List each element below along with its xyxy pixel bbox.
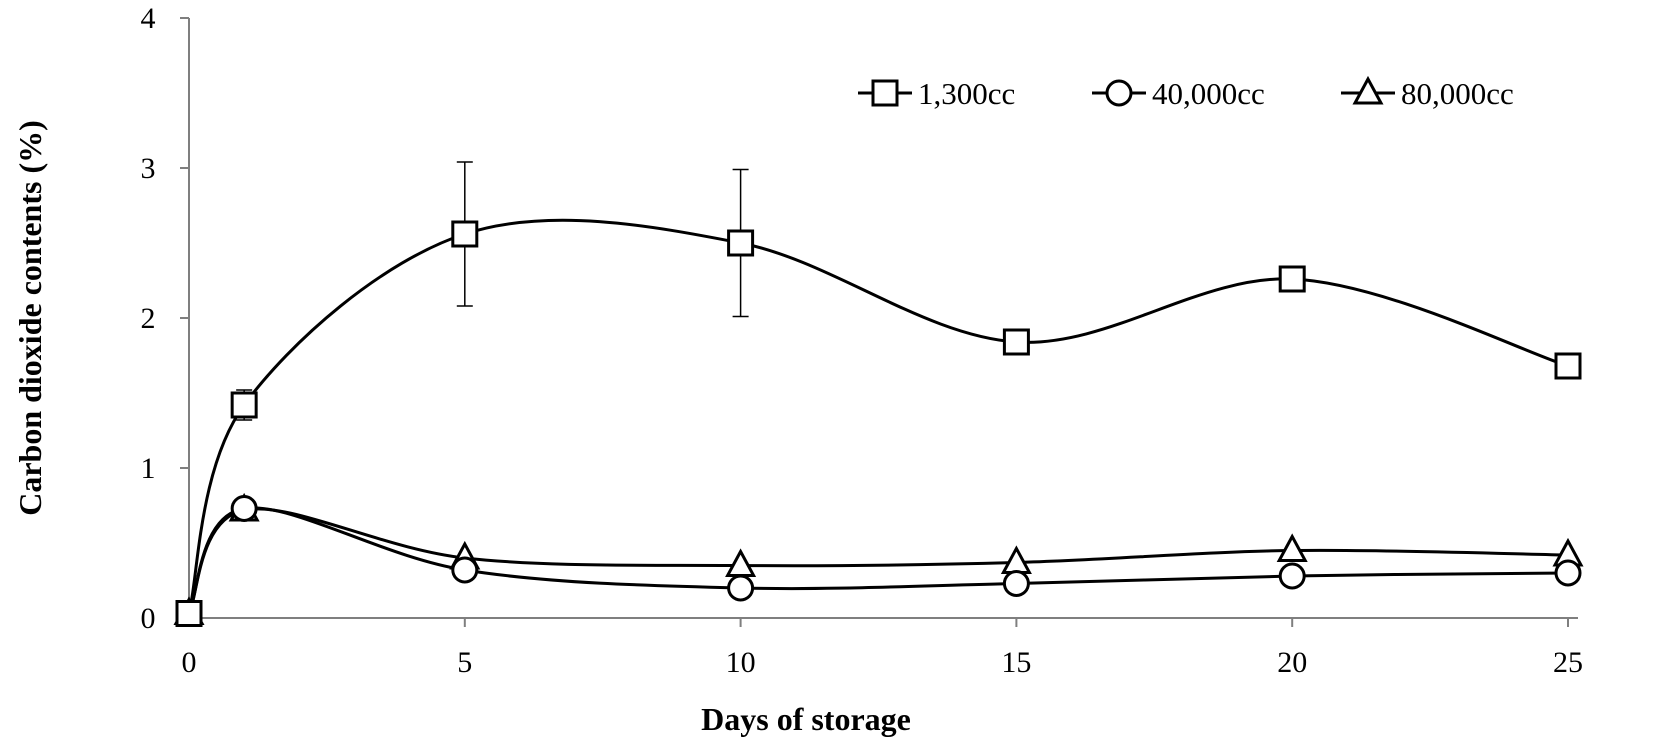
data-point-circle (1278, 562, 1306, 590)
y-tick-label: 3 (141, 152, 156, 185)
series-square (175, 161, 1582, 627)
series-triangle (173, 492, 1584, 625)
legend-label: 40,000cc (1152, 76, 1265, 111)
legend-marker-square (871, 79, 899, 107)
legend-item: 40,000cc (1092, 76, 1265, 111)
legend-item: 80,000cc (1341, 75, 1514, 111)
y-tick-labels: 0 1 2 3 4 (141, 2, 189, 635)
data-point-square (1002, 328, 1030, 356)
y-tick-label: 1 (141, 452, 156, 485)
data-point-square (451, 220, 479, 248)
y-tick-label: 4 (141, 2, 156, 35)
x-tick-label: 5 (457, 646, 472, 679)
data-point-square (727, 229, 755, 257)
legend-label: 80,000cc (1401, 76, 1514, 111)
series-circle (175, 495, 1582, 627)
data-point-triangle (1000, 545, 1032, 574)
x-tick-label: 0 (182, 646, 197, 679)
x-tick-label: 25 (1553, 646, 1583, 679)
series-line (187, 506, 1569, 615)
y-tick-label: 0 (141, 602, 156, 635)
data-point-triangle (725, 548, 757, 577)
legend-label: 1,300cc (918, 76, 1015, 111)
data-point-circle (451, 556, 479, 584)
data-point-circle (1002, 570, 1030, 597)
x-tick-label: 15 (1001, 646, 1031, 679)
data-point-circle (1554, 559, 1582, 587)
x-tick-label: 10 (726, 646, 756, 679)
axes (188, 18, 1578, 619)
data-point-triangle (1276, 533, 1308, 562)
legend-marker-circle (1105, 79, 1133, 107)
x-tick-label: 20 (1277, 646, 1307, 679)
data-point-square (1554, 352, 1582, 380)
y-tick-label: 2 (141, 302, 156, 335)
data-point-circle (727, 574, 755, 602)
data-point-square (1278, 265, 1306, 293)
x-axis-title: Days of storage (701, 701, 911, 737)
x-tick-labels: 0 5 10 15 20 25 (182, 618, 1583, 679)
series-layer (173, 161, 1584, 627)
legend-marker-triangle (1352, 75, 1384, 105)
series-line (187, 507, 1569, 615)
data-point-square (175, 600, 203, 627)
series-line (187, 218, 1569, 614)
legend-item: 1,300cc (858, 76, 1015, 111)
data-point-circle (230, 495, 258, 522)
data-point-square (230, 391, 258, 419)
legend: 1,300cc 40,000cc 80,000cc (858, 75, 1514, 111)
y-axis-title: Carbon dioxide contents (%) (12, 120, 48, 516)
